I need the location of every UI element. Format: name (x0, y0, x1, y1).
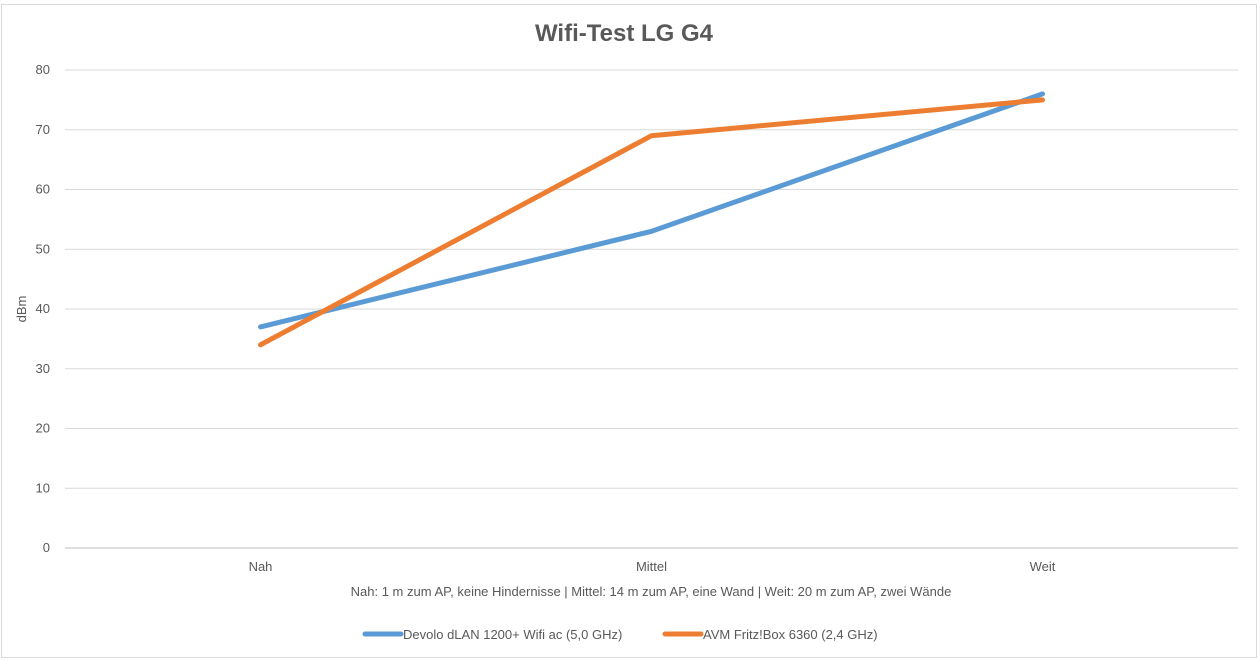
series-lines (258, 91, 1045, 348)
y-tick-label: 80 (36, 62, 50, 77)
x-axis-ticks: Nah Mittel Weit (249, 559, 1056, 574)
x-axis-label: Nah: 1 m zum AP, keine Hindernisse | Mit… (351, 584, 952, 599)
y-axis-ticks: 0 10 20 30 40 50 60 70 80 (36, 62, 50, 555)
legend-entry: AVM Fritz!Box 6360 (2,4 GHz) (703, 627, 878, 642)
y-tick-label: 70 (36, 122, 50, 137)
y-tick-label: 50 (36, 241, 50, 256)
x-tick-label: Mittel (636, 559, 667, 574)
y-tick-label: 40 (36, 301, 50, 316)
x-tick-label: Weit (1030, 559, 1056, 574)
chart-area (1, 4, 1257, 658)
y-tick-label: 10 (36, 480, 50, 495)
legend-entry: Devolo dLAN 1200+ Wifi ac (5,0 GHz) (403, 627, 622, 642)
legend: Devolo dLAN 1200+ Wifi ac (5,0 GHz) AVM F… (362, 627, 878, 642)
y-tick-label: 0 (43, 540, 50, 555)
gridlines (65, 69, 1238, 549)
y-tick-label: 20 (36, 421, 50, 436)
chart-title: Wifi-Test LG G4 (535, 20, 714, 47)
series-line-1 (258, 91, 1045, 330)
y-tick-label: 60 (36, 182, 50, 197)
y-tick-label: 30 (36, 361, 50, 376)
x-tick-label: Nah (249, 559, 273, 574)
y-axis-label: dBm (14, 296, 29, 323)
